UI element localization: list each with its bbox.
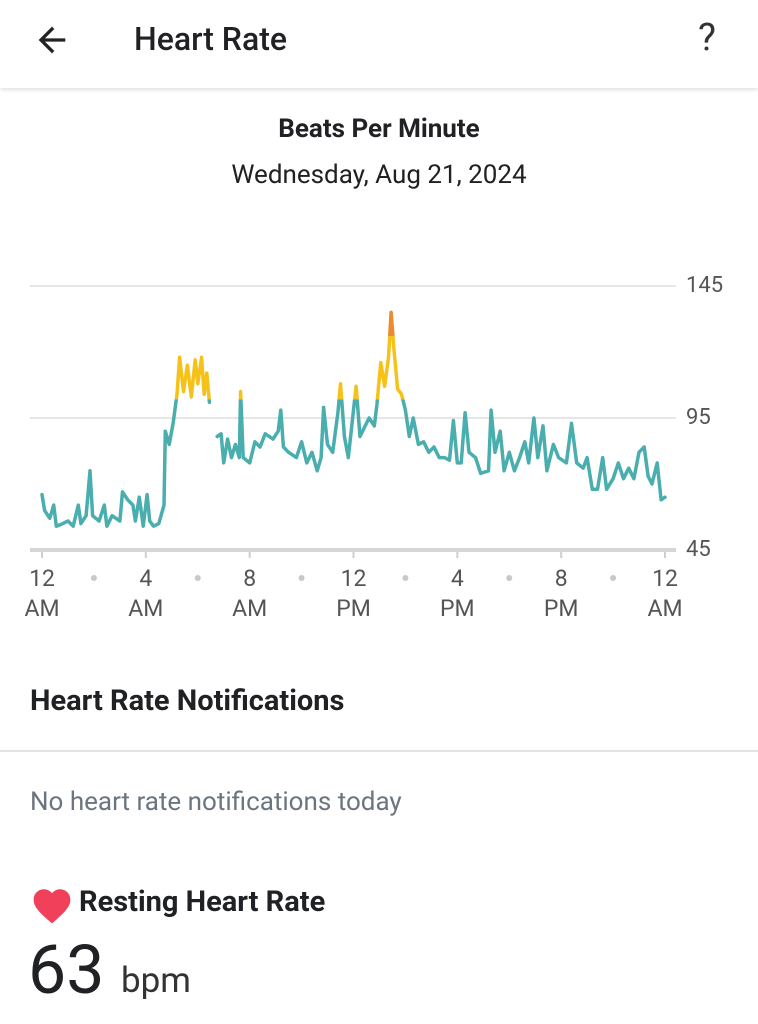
x-tick-label: 4 AM (128, 565, 164, 622)
heart-rate-line (40, 310, 667, 528)
heart-icon (33, 889, 71, 924)
chart-title: Beats Per Minute (278, 114, 480, 144)
minor-tick-dot (298, 575, 305, 581)
minor-tick-dot (194, 575, 201, 581)
section-title: Heart Rate Notifications (30, 684, 345, 718)
x-tick-label: 8 AM (232, 565, 268, 622)
y-tick-label: 45 (686, 537, 711, 562)
y-tick-label: 95 (686, 405, 711, 430)
resting-title: Resting Heart Rate (79, 885, 326, 919)
minor-tick-dot (506, 575, 513, 581)
x-tick-label: 8 PM (543, 565, 579, 622)
chart (30, 285, 676, 581)
x-tick-label: 12 AM (24, 565, 60, 622)
x-tick-label: 12 PM (336, 565, 371, 622)
help-button[interactable]: ? (698, 16, 716, 60)
divider (0, 750, 758, 752)
x-tick-label: 4 PM (440, 565, 475, 622)
minor-tick-dot (402, 575, 409, 581)
back-button[interactable] (32, 20, 72, 60)
app-bar: Heart Rate ? (0, 0, 758, 88)
chart-subtitle: Wednesday, Aug 21, 2024 (231, 160, 527, 190)
page-title: Heart Rate (134, 20, 287, 58)
x-tick-label: 12 AM (647, 565, 683, 622)
minor-tick-dot (90, 575, 97, 581)
minor-tick-dot (610, 575, 617, 581)
resting-value: 63 (28, 930, 105, 1010)
empty-message: No heart rate notifications today (30, 787, 402, 817)
resting-unit: bpm (121, 960, 191, 1001)
y-tick-label: 145 (686, 273, 724, 298)
